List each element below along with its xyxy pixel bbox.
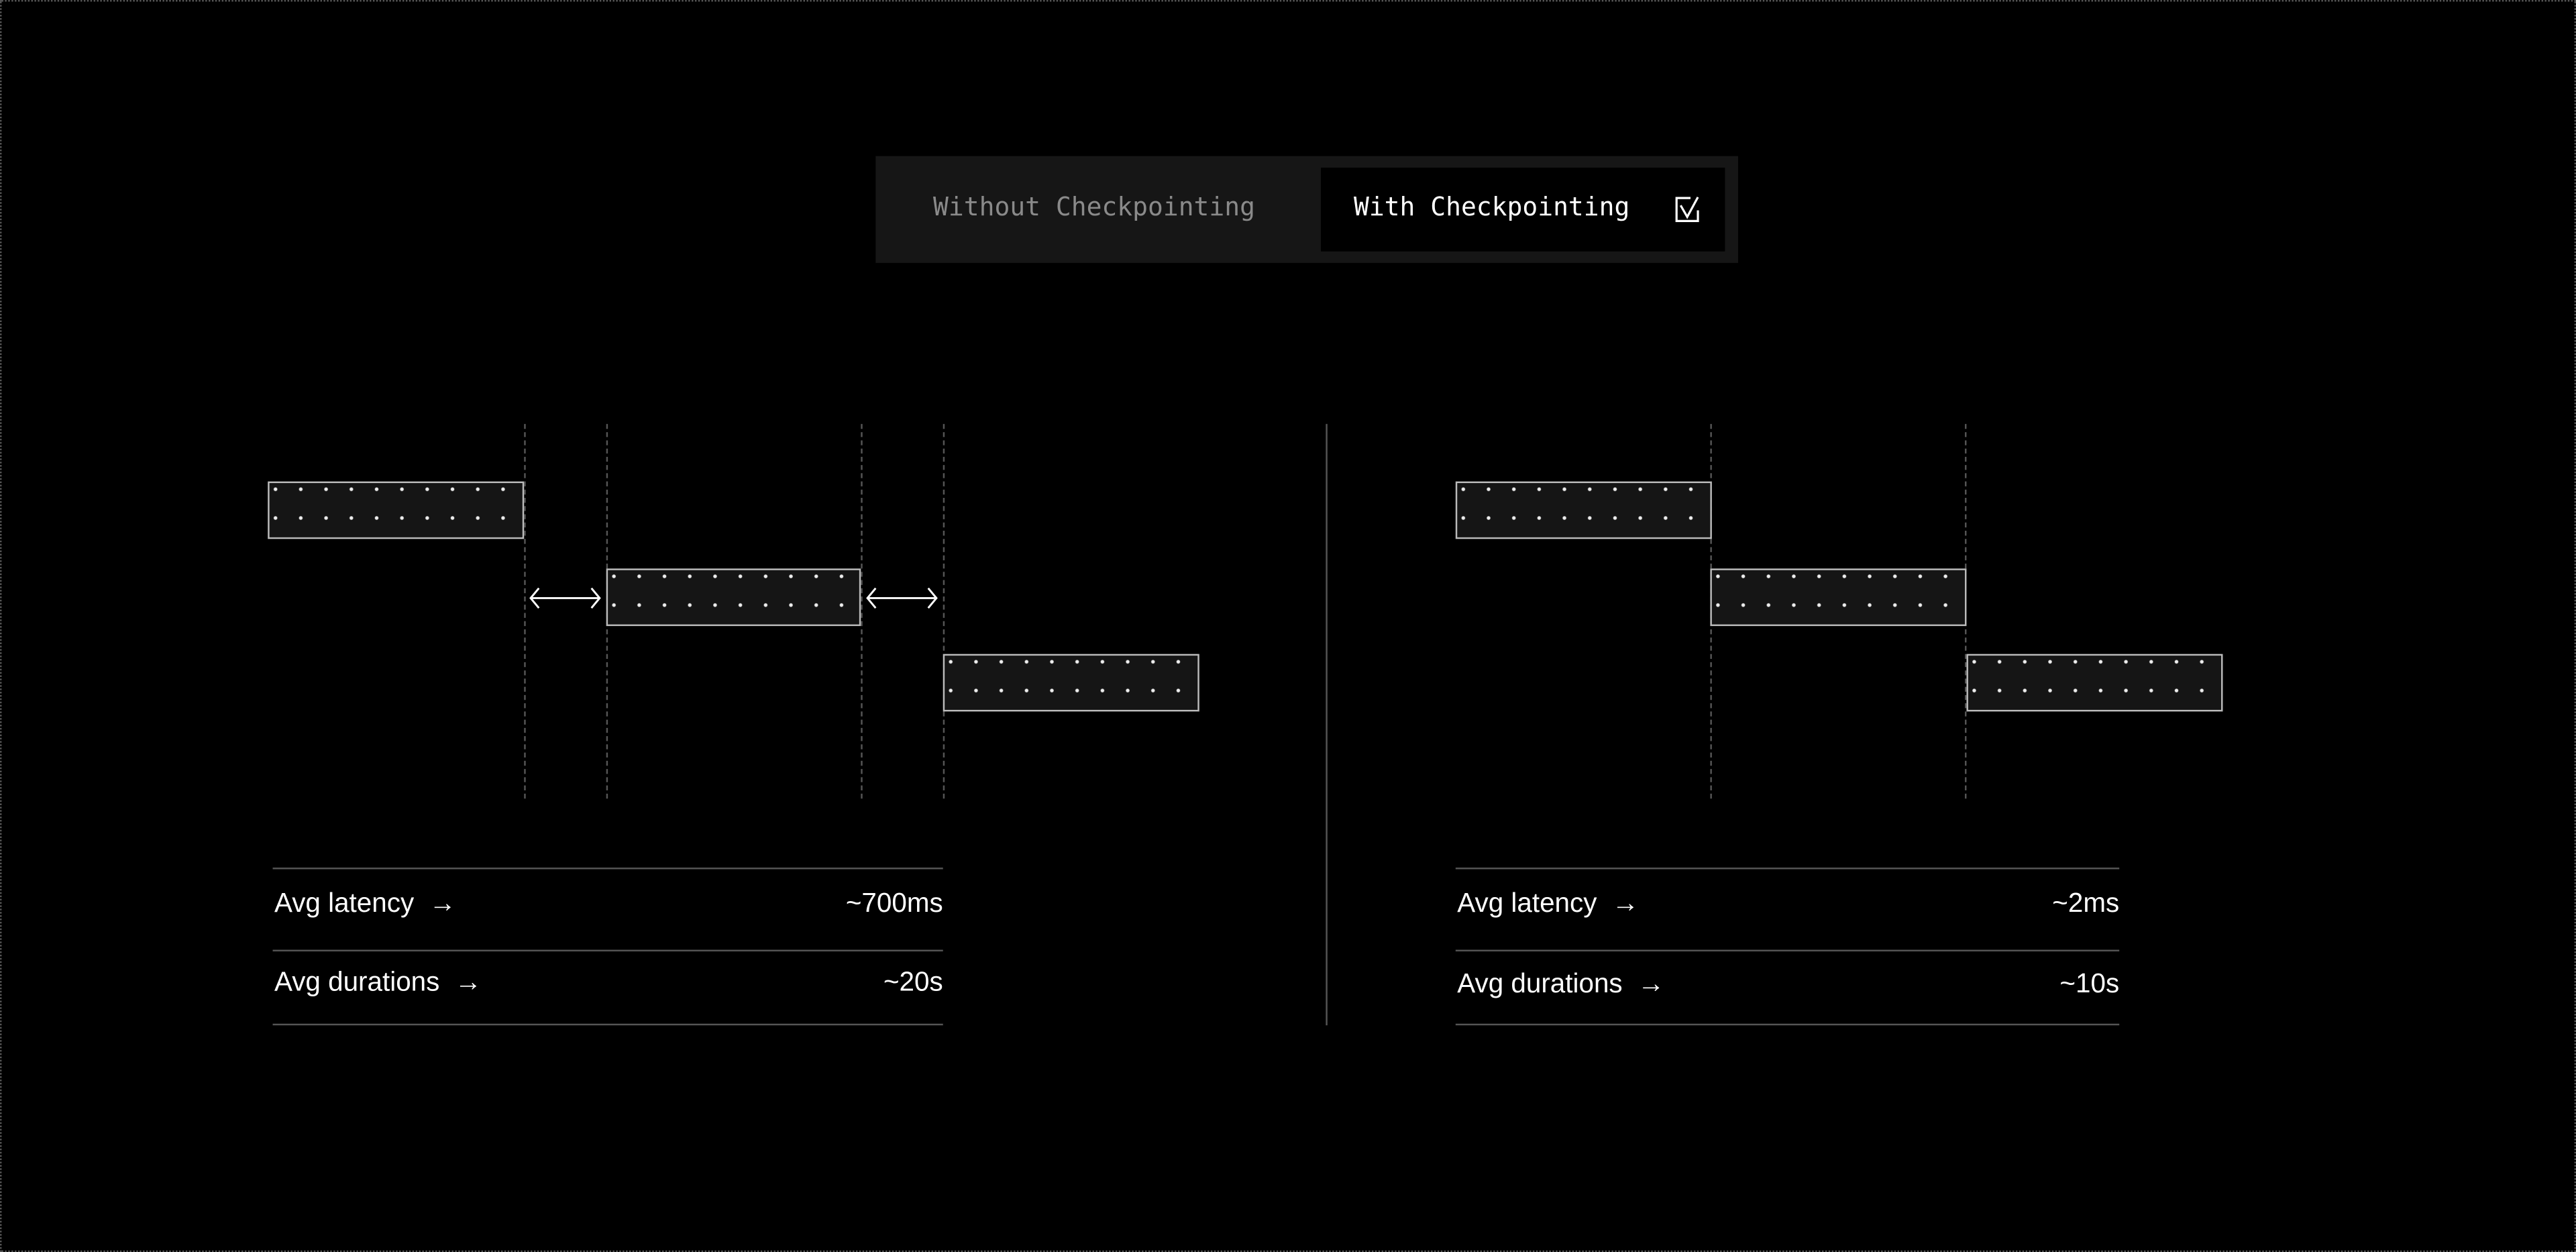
task-bar [606, 568, 861, 627]
divider [272, 949, 943, 951]
stat-label: Avg latency [274, 888, 415, 919]
arrow-right-icon: → [1622, 969, 1665, 999]
arrow-right-icon: → [439, 968, 482, 998]
stat-label-avg-durations: Avg durations → [274, 968, 482, 999]
toggle-option-without-checkpointing[interactable]: Without Checkpointing [933, 192, 1255, 222]
stat-label: Avg latency [1457, 888, 1597, 919]
divider [1455, 1023, 2120, 1026]
arrow-right-icon: → [414, 888, 457, 919]
double-arrow-icon [529, 587, 601, 609]
timeline-marker [524, 423, 526, 799]
checkpointing-toggle: Without Checkpointing With Checkpointing [875, 156, 1739, 263]
task-bar [1966, 654, 2223, 712]
double-arrow-icon [866, 587, 938, 609]
task-bar [268, 481, 525, 539]
task-bar [1710, 568, 1967, 627]
task-bar [1455, 481, 1712, 539]
arrow-right-icon: → [1597, 888, 1640, 919]
stat-label: Avg durations [1457, 969, 1623, 999]
timeline-marker [861, 423, 863, 799]
stat-value-avg-latency: ~700ms [845, 888, 943, 919]
divider [1455, 868, 2120, 870]
panel-divider [1326, 423, 1328, 1026]
stat-label-avg-latency: Avg latency → [274, 889, 456, 921]
stat-value-avg-latency: ~2ms [2052, 888, 2120, 919]
toggle-option-with-checkpointing[interactable]: With Checkpointing [1320, 167, 1725, 252]
toggle-option-label: With Checkpointing [1353, 192, 1630, 222]
divider [272, 868, 943, 870]
stat-label: Avg durations [274, 968, 440, 998]
divider [272, 1023, 943, 1026]
task-bar [943, 654, 1199, 712]
stat-label-avg-latency: Avg latency → [1457, 889, 1639, 921]
stat-value-avg-durations: ~20s [883, 968, 943, 998]
stat-label-avg-durations: Avg durations → [1457, 970, 1664, 1001]
divider [1455, 949, 2120, 951]
stat-value-avg-durations: ~10s [2059, 969, 2120, 999]
checkbox-checked-icon [1675, 197, 1699, 222]
timeline-marker [943, 423, 945, 799]
